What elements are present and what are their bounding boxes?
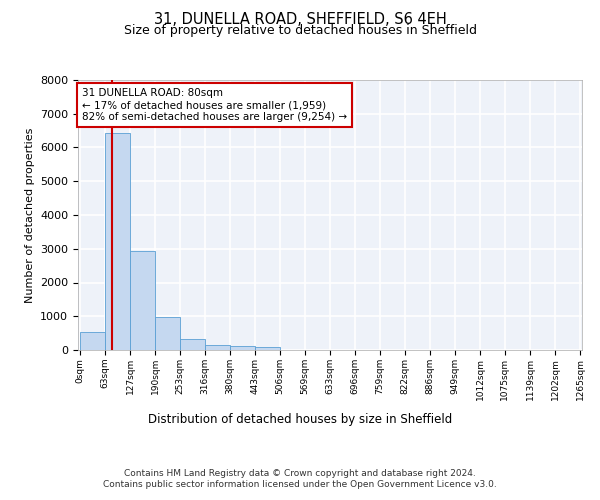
Text: Distribution of detached houses by size in Sheffield: Distribution of detached houses by size … bbox=[148, 412, 452, 426]
Bar bbox=[80, 332, 105, 350]
Text: 31 DUNELLA ROAD: 80sqm
← 17% of detached houses are smaller (1,959)
82% of semi-: 31 DUNELLA ROAD: 80sqm ← 17% of detached… bbox=[82, 88, 347, 122]
Text: Size of property relative to detached houses in Sheffield: Size of property relative to detached ho… bbox=[124, 24, 476, 37]
Text: 31, DUNELLA ROAD, SHEFFIELD, S6 4EH: 31, DUNELLA ROAD, SHEFFIELD, S6 4EH bbox=[154, 12, 446, 28]
Bar bbox=[155, 317, 180, 350]
Bar bbox=[105, 133, 130, 350]
Text: Contains public sector information licensed under the Open Government Licence v3: Contains public sector information licen… bbox=[103, 480, 497, 489]
Bar bbox=[130, 252, 155, 350]
Bar bbox=[180, 338, 205, 350]
Bar bbox=[205, 344, 230, 350]
Y-axis label: Number of detached properties: Number of detached properties bbox=[25, 128, 35, 302]
Bar bbox=[255, 348, 280, 350]
Text: Contains HM Land Registry data © Crown copyright and database right 2024.: Contains HM Land Registry data © Crown c… bbox=[124, 469, 476, 478]
Bar bbox=[230, 346, 255, 350]
